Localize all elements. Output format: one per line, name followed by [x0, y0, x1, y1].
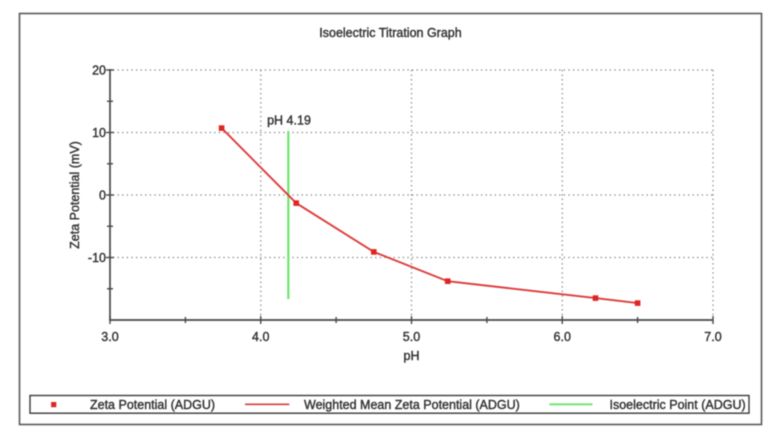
svg-text:pH: pH	[404, 349, 420, 363]
svg-text:4.0: 4.0	[252, 330, 269, 344]
svg-text:pH 4.19: pH 4.19	[267, 114, 311, 128]
svg-text:3.0: 3.0	[101, 330, 118, 344]
svg-text:7.0: 7.0	[704, 330, 721, 344]
svg-text:0: 0	[99, 189, 106, 203]
svg-text:Isoelectric Titration Graph: Isoelectric Titration Graph	[319, 26, 461, 40]
svg-text:Isoelectric Point (ADGU): Isoelectric Point (ADGU)	[610, 398, 746, 412]
svg-text:6.0: 6.0	[554, 330, 571, 344]
svg-text:Zeta Potential (mV): Zeta Potential (mV)	[68, 141, 82, 249]
svg-text:-10: -10	[88, 251, 106, 265]
svg-text:5.0: 5.0	[403, 330, 420, 344]
svg-text:Zeta Potential (ADGU): Zeta Potential (ADGU)	[90, 398, 215, 412]
svg-text:Weighted Mean Zeta Potential (: Weighted Mean Zeta Potential (ADGU)	[304, 398, 520, 412]
svg-text:20: 20	[92, 64, 106, 78]
svg-text:10: 10	[92, 126, 106, 140]
